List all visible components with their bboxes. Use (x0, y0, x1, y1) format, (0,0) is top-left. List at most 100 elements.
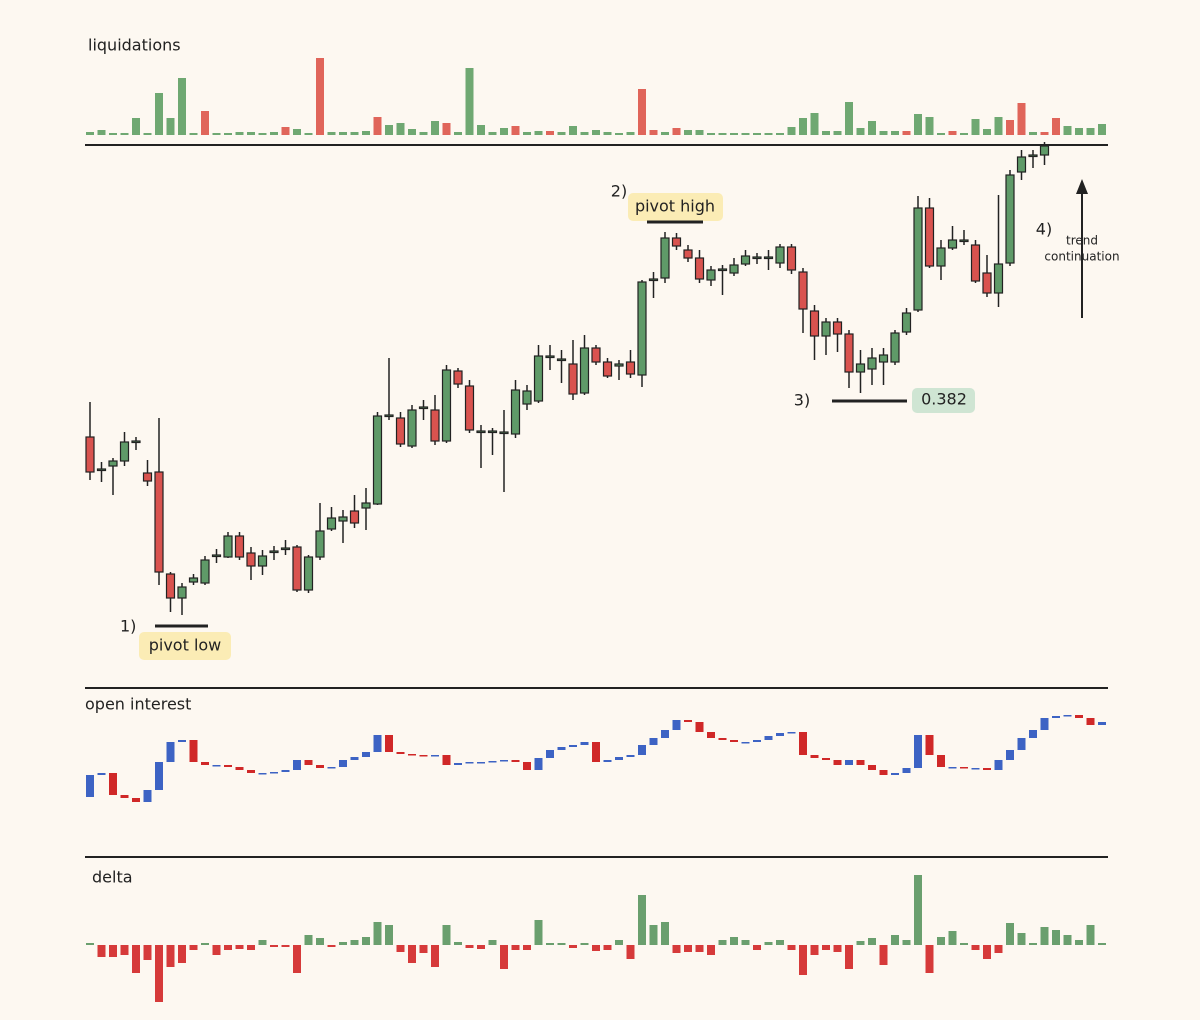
bar (557, 943, 566, 945)
bar (902, 940, 911, 945)
bar (569, 126, 577, 135)
candle-body (914, 735, 922, 768)
candle-body (706, 269, 716, 281)
candle-body (982, 272, 992, 294)
bar (925, 945, 934, 973)
candle-body (522, 390, 532, 405)
candle-body (280, 547, 291, 551)
candle-body (798, 271, 808, 310)
bar (166, 118, 175, 135)
bar (523, 132, 531, 135)
candle-body (316, 765, 324, 768)
panel-title: open interest (85, 695, 191, 714)
bar (626, 945, 635, 959)
candle-body (200, 559, 210, 584)
candle-body (741, 742, 750, 744)
candle-body (937, 755, 945, 767)
candle-body (1086, 718, 1095, 725)
bar (948, 131, 957, 135)
bar (649, 925, 658, 945)
candle-body (753, 740, 761, 742)
bar (753, 945, 761, 950)
candle-body (764, 736, 773, 740)
candle-body (465, 762, 474, 764)
bar (845, 102, 853, 135)
bar (787, 945, 796, 950)
candle-body (350, 757, 359, 760)
bar (810, 945, 819, 955)
candle-body (546, 750, 554, 758)
bar (1075, 940, 1083, 945)
candle-body (373, 735, 382, 752)
candle-body (143, 790, 152, 802)
bar (488, 940, 497, 945)
candle-body (799, 732, 807, 755)
candle-body (879, 770, 888, 775)
bar (304, 935, 313, 945)
bar (1075, 128, 1083, 135)
bar (454, 132, 462, 135)
bar (718, 940, 727, 945)
candle-body (591, 347, 601, 363)
bar (109, 945, 117, 957)
candle-body (132, 798, 140, 802)
candle-body (362, 752, 370, 757)
bar (787, 127, 796, 135)
candle-body (431, 755, 439, 757)
bar (960, 943, 968, 945)
bar (603, 945, 612, 950)
candle-body (625, 361, 636, 375)
candle-body (867, 357, 877, 370)
candle-body (1052, 716, 1060, 718)
candle-body (269, 550, 279, 554)
bar (373, 922, 382, 945)
bar (615, 940, 623, 945)
candle-body (994, 760, 1003, 770)
bar (603, 132, 612, 135)
bar (235, 945, 244, 949)
annotation: 0.382 (921, 390, 967, 409)
bar (1052, 118, 1060, 135)
bar (868, 121, 876, 135)
bar (626, 132, 635, 135)
bar (281, 127, 290, 135)
bar (224, 945, 232, 950)
label-highlight (139, 632, 231, 660)
candle-body (833, 760, 842, 765)
bar (316, 938, 324, 945)
candle-body (338, 516, 348, 522)
annotation: 2) (611, 182, 627, 201)
candle-body (419, 755, 428, 757)
candle-body (1006, 750, 1014, 760)
bar (1040, 132, 1049, 135)
bar (534, 920, 543, 945)
candle-body (545, 355, 555, 359)
bar (983, 945, 991, 959)
candle-body (212, 765, 221, 767)
candle-body (845, 760, 853, 765)
candle-body (385, 735, 393, 752)
bar (914, 875, 922, 945)
candle-body (257, 555, 268, 567)
annotation: pivot low (149, 636, 222, 655)
candle-body (556, 358, 567, 362)
bar (523, 945, 531, 950)
candle-body (891, 773, 899, 775)
bar (132, 118, 140, 135)
bar (1006, 923, 1014, 945)
candle-body (1063, 715, 1072, 717)
bar (431, 121, 439, 135)
candle-body (108, 460, 118, 467)
bar (661, 922, 669, 945)
candle-body (1029, 730, 1037, 738)
candle-body (707, 732, 715, 738)
candle-body (1075, 715, 1083, 718)
bar (868, 938, 876, 945)
candle-body (959, 239, 969, 243)
candle-body (592, 742, 600, 762)
candle-body (637, 281, 647, 376)
candle-body (638, 745, 646, 755)
candle-body (1039, 145, 1050, 156)
candle-body (510, 389, 521, 435)
candle-body (787, 732, 796, 734)
